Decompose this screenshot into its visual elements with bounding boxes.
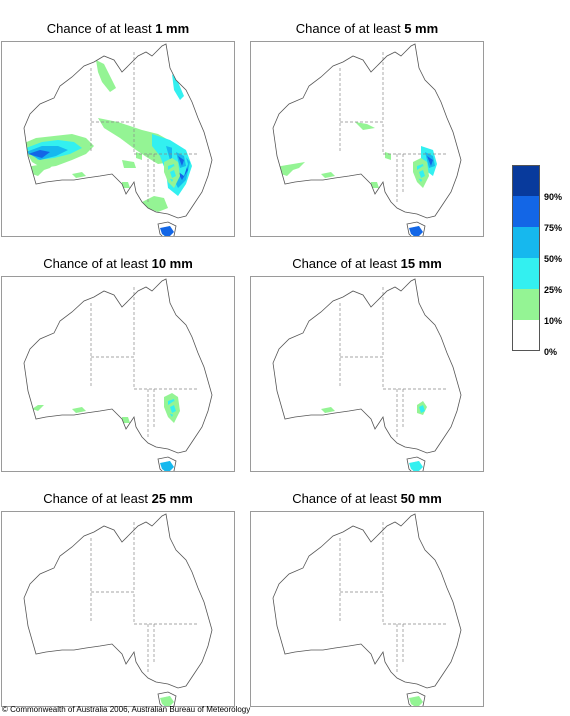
probability-legend: 90% 75% 50% 25% 10% 0% — [512, 165, 568, 365]
rainfall-probability-area — [122, 417, 130, 423]
australia-map — [250, 41, 484, 237]
australia-outline-svg — [272, 513, 462, 706]
legend-label-0: 0% — [544, 347, 558, 357]
state-border — [340, 356, 384, 389]
legend-label-25: 25% — [544, 285, 563, 295]
rainfall-probability-area — [371, 182, 379, 188]
legend-label-75: 75% — [544, 223, 563, 233]
tasmania-probability-area — [160, 226, 174, 236]
tasmania-coastline — [157, 456, 177, 471]
legend-swatch-10 — [512, 289, 540, 320]
rainfall-probability-area — [128, 202, 138, 214]
rainfall-probability-area — [72, 407, 86, 413]
australia-map — [1, 41, 235, 237]
rainfall-probability-area — [321, 172, 335, 178]
australia-outline-svg — [272, 43, 462, 236]
australia-map — [1, 276, 235, 472]
rainfall-probability-area — [32, 170, 44, 176]
legend-swatch-75 — [512, 196, 540, 227]
tasmania-probability-area — [160, 696, 174, 706]
rainfall-probability-area — [122, 182, 130, 188]
panel-title: Chance of at least 25 mm — [43, 491, 193, 506]
rainfall-probability-area — [106, 122, 126, 130]
rainfall-probability-area — [178, 156, 184, 166]
coastline — [272, 513, 462, 689]
legend-swatch-0 — [512, 320, 540, 351]
tasmania-coastline — [406, 456, 426, 471]
rainfall-probability-area — [172, 74, 184, 100]
australia-outline-svg — [23, 513, 213, 706]
rainfall-probability-area — [142, 196, 168, 212]
panel-title: Chance of at least 15 mm — [292, 256, 442, 271]
rainfall-probability-area — [32, 405, 44, 411]
tasmania-coastline — [157, 691, 177, 706]
coastline — [272, 278, 462, 454]
rainfall-probability-area — [170, 405, 176, 413]
state-border — [91, 356, 135, 389]
state-border — [91, 121, 135, 154]
rainfall-probability-area — [419, 170, 425, 178]
rainfall-probability-area — [419, 405, 425, 413]
panel-title: Chance of at least 1 mm — [46, 21, 190, 36]
coastline — [272, 43, 462, 219]
australia-map — [250, 511, 484, 707]
rainfall-probability-area — [355, 122, 375, 130]
rainfall-probability-area — [96, 60, 116, 92]
legend-label-90: 90% — [544, 192, 563, 202]
tasmania-probability-area — [409, 226, 423, 236]
legend-swatch-90 — [512, 165, 540, 196]
coastline — [23, 43, 213, 219]
rainfall-probability-area — [28, 150, 50, 158]
copyright-notice: © Commonwealth of Australia 2006, Austra… — [2, 705, 251, 714]
state-border — [340, 121, 384, 154]
tasmania-coastline — [406, 221, 426, 236]
panel-title: Chance of at least 50 mm — [292, 491, 442, 506]
rainfall-probability-area — [385, 152, 391, 160]
rainfall-probability-area — [321, 407, 335, 413]
australia-map — [1, 511, 235, 707]
legend-label-50: 50% — [544, 254, 563, 264]
legend-label-10: 10% — [544, 316, 563, 326]
state-border — [340, 591, 384, 624]
rainfall-probability-area — [72, 172, 86, 178]
tasmania-probability-area — [160, 461, 174, 471]
rainfall-probability-area — [281, 170, 293, 176]
legend-swatch-50 — [512, 227, 540, 258]
coastline — [23, 513, 213, 689]
australia-outline-svg — [23, 43, 213, 236]
tasmania-probability-area — [409, 696, 423, 706]
australia-map — [250, 276, 484, 472]
panel-title: Chance of at least 5 mm — [295, 21, 439, 36]
tasmania-coastline — [157, 221, 177, 236]
panel-title: Chance of at least 10 mm — [43, 256, 193, 271]
tasmania-probability-area — [409, 461, 423, 471]
state-border — [91, 591, 135, 624]
australia-outline-svg — [23, 278, 213, 471]
coastline — [23, 278, 213, 454]
rainfall-probability-area — [170, 170, 176, 178]
legend-swatch-25 — [512, 258, 540, 289]
rainfall-probability-area — [122, 160, 136, 168]
tasmania-coastline — [406, 691, 426, 706]
australia-outline-svg — [272, 278, 462, 471]
rainfall-probability-area — [427, 156, 433, 166]
